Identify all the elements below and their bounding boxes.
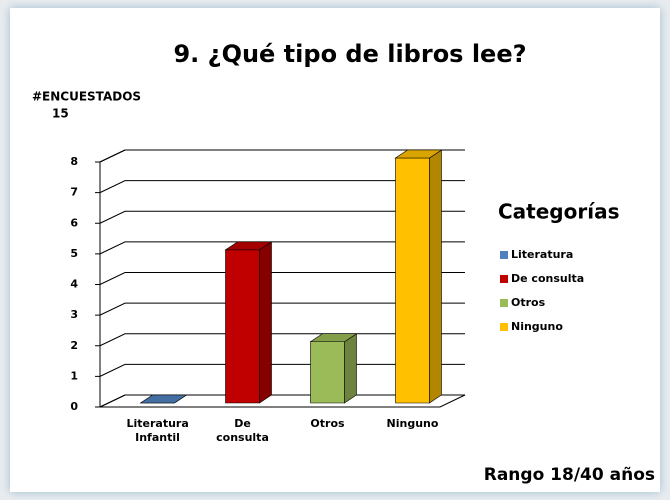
bar-top: [139, 394, 188, 404]
y-axis-note: 15: [52, 107, 69, 121]
legend-label: De consulta: [511, 272, 584, 285]
grid-line: [99, 149, 465, 163]
card: [10, 8, 660, 492]
grid-line: [99, 241, 465, 255]
grid-line: [99, 272, 465, 285]
chart-title: 9. ¿Qué tipo de libros lee?: [173, 40, 526, 68]
legend-label: Ninguno: [511, 320, 563, 333]
y-tick-label: 3: [70, 308, 78, 321]
y-tick-label: 6: [70, 216, 78, 229]
y-axis-label: #ENCUESTADOS: [32, 90, 141, 104]
legend-label: Literatura: [511, 248, 573, 261]
bar-side: [429, 149, 442, 404]
legend-swatch: [500, 323, 508, 331]
bar-top: [309, 333, 358, 343]
bar-front: [310, 341, 345, 404]
x-tick-label-box: Otros: [310, 417, 345, 430]
legend-swatch: [500, 275, 508, 283]
x-tick-label-box: De consulta: [216, 417, 269, 444]
bar-front: [225, 249, 260, 404]
bar-side: [344, 333, 357, 404]
y-tick-label: 1: [70, 369, 78, 382]
legend-title: Categorías: [498, 200, 619, 224]
y-tick-label: 0: [70, 400, 78, 413]
footer: Rango 18/40 años: [484, 465, 655, 485]
bar-front: [395, 157, 430, 404]
x-tick-label: De consulta: [216, 417, 269, 444]
y-tick-label: 7: [70, 186, 78, 199]
x-tick-label: Otros: [310, 417, 345, 430]
x-tick-label: Literatura Infantil: [126, 417, 189, 444]
x-tick-label: Ninguno: [386, 417, 439, 430]
legend-swatch: [500, 299, 508, 307]
grid-line: [99, 180, 465, 194]
y-tick-label: 8: [70, 155, 78, 168]
bar-top: [224, 241, 273, 251]
legend-label: Otros: [511, 296, 546, 309]
bar-top: [394, 149, 443, 159]
bar-side: [259, 241, 272, 404]
y-tick-label: 2: [70, 339, 78, 352]
y-tick-label: 5: [70, 247, 78, 260]
x-tick-label-box: Ninguno: [386, 417, 439, 430]
grid-line: [99, 210, 465, 224]
legend-swatch: [500, 251, 508, 259]
grid-line: [99, 302, 465, 316]
x-tick-label-box: Literatura Infantil: [126, 417, 189, 444]
y-tick-label: 4: [70, 278, 78, 291]
